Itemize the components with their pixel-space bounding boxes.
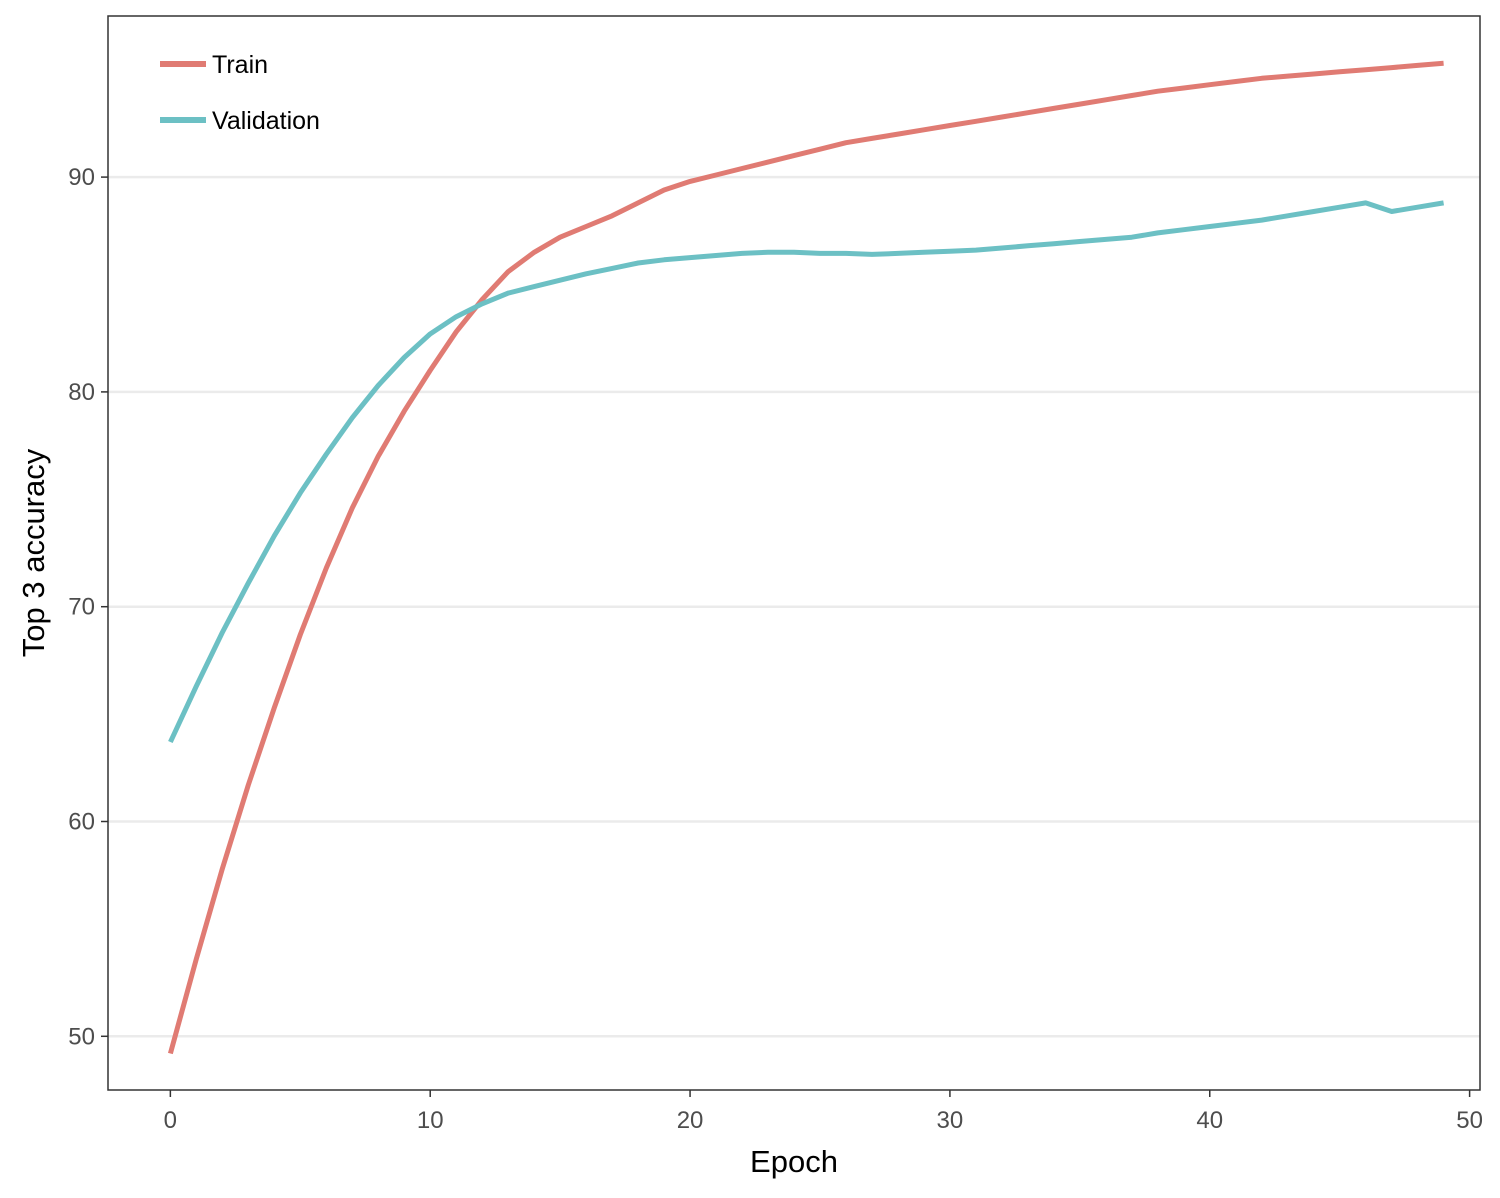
y-axis-title: Top 3 accuracy <box>16 448 51 657</box>
x-tick-label-0: 0 <box>164 1107 177 1134</box>
grid-layer <box>108 175 1480 1038</box>
plot-panel-border <box>107 15 1481 1091</box>
y-tick-label-90: 90 <box>68 164 95 191</box>
legend-label-validation: Validation <box>212 107 320 135</box>
series-line-train <box>167 60 1444 1055</box>
y-tick-label-70: 70 <box>68 594 95 621</box>
axis-layer: 50 60 70 80 90 0 10 20 30 40 50 <box>68 164 1483 1134</box>
x-tick-label-50: 50 <box>1456 1107 1483 1134</box>
legend-label-train: Train <box>212 51 268 79</box>
y-tick-label-50: 50 <box>68 1023 95 1050</box>
y-tick-label-80: 80 <box>68 379 95 406</box>
series-line-validation <box>168 200 1445 744</box>
x-tick-label-30: 30 <box>937 1107 964 1134</box>
series-layer <box>167 60 1445 1055</box>
legend: Train Validation <box>160 51 320 135</box>
y-tick-label-60: 60 <box>68 809 95 836</box>
x-tick-label-40: 40 <box>1196 1107 1223 1134</box>
x-axis-title: Epoch <box>750 1144 838 1179</box>
x-tick-label-20: 20 <box>677 1107 704 1134</box>
x-tick-label-10: 10 <box>417 1107 444 1134</box>
